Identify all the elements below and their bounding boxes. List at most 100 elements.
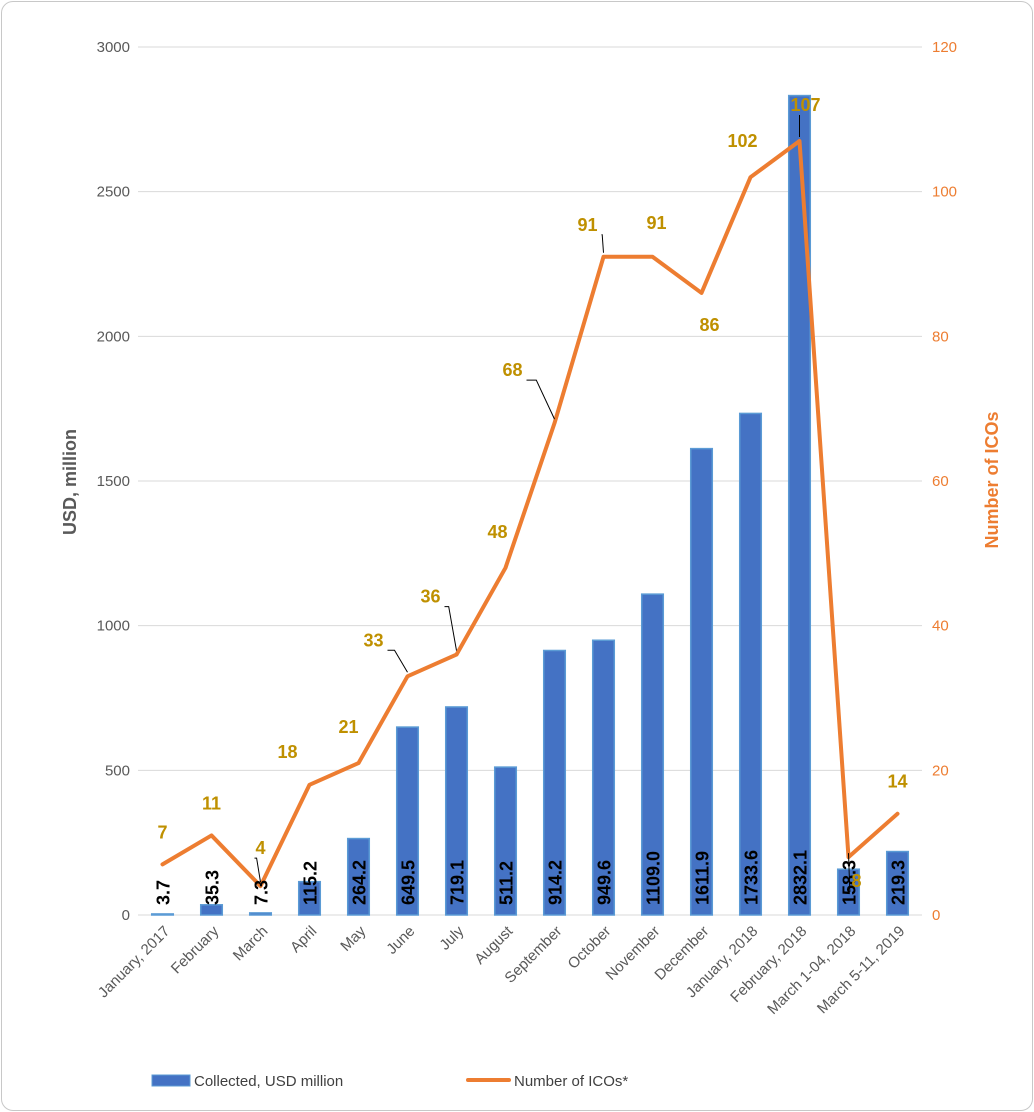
x-tick-label: August xyxy=(471,922,517,968)
line-value-label: 4 xyxy=(255,838,265,858)
bar xyxy=(689,447,714,916)
bar-value-label: 158.3 xyxy=(840,860,860,905)
y2-tick-label: 100 xyxy=(932,184,957,201)
line-point xyxy=(504,566,507,569)
bar-value-label: 35.3 xyxy=(203,870,223,905)
line-value-label: 7 xyxy=(157,822,167,842)
bar xyxy=(738,412,763,916)
x-tick-label: October xyxy=(565,923,615,973)
bar-value-label: 3.7 xyxy=(154,880,174,905)
line-point xyxy=(798,140,801,143)
legend: Collected, USD million Number of ICOs* xyxy=(151,1073,628,1090)
leader-lines xyxy=(254,115,851,892)
bar xyxy=(199,904,224,916)
x-tick-label: March xyxy=(230,923,271,964)
line-value-label: 107 xyxy=(790,95,820,115)
ico-count-line xyxy=(160,139,900,889)
bar xyxy=(885,850,910,916)
bar xyxy=(787,94,812,916)
line-value-label: 102 xyxy=(727,131,757,151)
y2-tick-label: 120 xyxy=(932,39,957,56)
line-point xyxy=(455,653,458,656)
line-point xyxy=(749,176,752,179)
bar-value-label: 1109.0 xyxy=(644,851,664,905)
x-tick-label: March 1-04, 2018 xyxy=(764,923,859,1018)
y2-tick-label: 80 xyxy=(932,328,949,345)
bar xyxy=(444,706,469,916)
line-value-label: 8 xyxy=(851,871,861,891)
bar xyxy=(493,766,518,916)
y-tick-label: 0 xyxy=(122,907,130,924)
line-point xyxy=(700,291,703,294)
line-point xyxy=(651,255,654,258)
line-value-label: 91 xyxy=(577,215,597,235)
bar-value-label: 511.2 xyxy=(497,861,517,905)
leader-line xyxy=(848,853,851,892)
leader-line xyxy=(601,234,604,253)
bar-value-label: 219.3 xyxy=(889,860,909,905)
leader-line xyxy=(526,379,555,420)
bar xyxy=(640,593,665,916)
bar-value-label: 949.6 xyxy=(595,860,615,905)
x-tick-label: May xyxy=(337,922,369,954)
right-axis-title: Number of ICOs xyxy=(982,411,1002,548)
x-tick-label: June xyxy=(383,923,418,958)
bar-value-label: 1611.9 xyxy=(693,851,713,905)
line-point xyxy=(406,675,409,678)
line-value-label: 18 xyxy=(277,742,297,762)
y-tick-label: 3000 xyxy=(97,39,130,56)
y-tick-label: 500 xyxy=(105,762,130,779)
line-point xyxy=(896,812,899,815)
bar-series xyxy=(150,94,910,916)
bar xyxy=(150,913,175,916)
line-series xyxy=(160,139,900,889)
y-tick-label: 2000 xyxy=(97,328,130,345)
bar-value-label: 649.5 xyxy=(399,860,419,905)
bar-value-label: 914.2 xyxy=(546,860,566,905)
line-point xyxy=(357,762,360,765)
x-tick-label: March 5-11, 2019 xyxy=(814,923,908,1017)
bar-value-label: 115.2 xyxy=(301,861,321,905)
line-point xyxy=(553,422,556,425)
y-tick-label: 1000 xyxy=(97,618,130,635)
line-value-label: 11 xyxy=(202,793,221,813)
legend-bar-swatch xyxy=(151,1074,191,1087)
line-value-label: 48 xyxy=(487,522,507,542)
line-value-label: 68 xyxy=(502,360,522,380)
bar-data-labels: 3.7 35.3 7.3 115.2 264.2 649.5 719.1 511.2 914.2… xyxy=(154,850,909,905)
bar xyxy=(542,649,567,916)
line-value-label: 21 xyxy=(338,717,358,737)
line-value-label: 86 xyxy=(699,315,719,335)
line-value-label: 36 xyxy=(420,587,440,607)
bar xyxy=(297,880,322,916)
leader-line xyxy=(254,857,261,883)
line-point xyxy=(259,885,262,888)
legend-bar-label: Collected, USD million xyxy=(194,1073,343,1090)
gridlines xyxy=(138,46,922,916)
leader-line xyxy=(387,649,408,673)
x-tick-label: January, 2017 xyxy=(95,923,173,1001)
line-value-label: 33 xyxy=(363,630,383,650)
bar xyxy=(346,837,371,916)
x-tick-label: April xyxy=(287,923,320,956)
y2-tick-label: 0 xyxy=(932,907,940,924)
legend-line-label: Number of ICOs* xyxy=(514,1073,628,1090)
bar xyxy=(591,639,616,916)
bar xyxy=(395,726,420,916)
line-data-labels: 7 11 4 18 21 33 36 48 68 91 91 86 102 107 8 14 xyxy=(157,95,907,891)
y-tick-label: 2500 xyxy=(97,184,130,201)
y2-tick-label: 60 xyxy=(932,473,949,490)
bar-value-label: 2832.1 xyxy=(791,850,811,905)
line-point xyxy=(161,863,164,866)
line-point xyxy=(602,255,605,258)
bar-value-label: 7.3 xyxy=(252,880,272,905)
bar-value-label: 1733.6 xyxy=(742,850,762,905)
y2-tick-label: 40 xyxy=(932,618,949,635)
y-tick-label: 1500 xyxy=(97,473,130,490)
x-tick-label: July xyxy=(436,922,467,953)
bar xyxy=(248,912,273,916)
line-point xyxy=(308,783,311,786)
left-axis-ticks: 0 500 1000 1500 2000 2500 3000 xyxy=(97,39,130,924)
